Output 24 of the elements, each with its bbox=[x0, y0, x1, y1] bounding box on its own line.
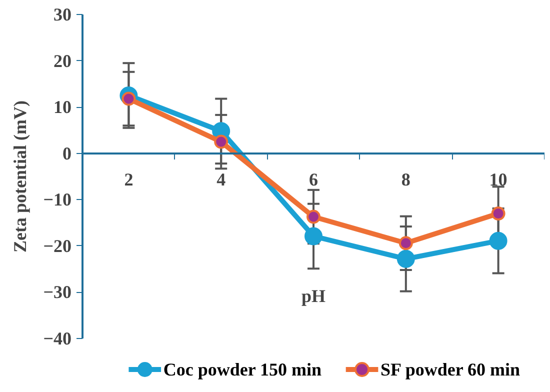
y-tick-label: 30 bbox=[54, 4, 72, 24]
y-tick-label: −20 bbox=[43, 236, 72, 256]
point bbox=[304, 227, 322, 246]
x-axis-title: pH bbox=[301, 286, 326, 306]
y-tick-label: −10 bbox=[43, 190, 72, 210]
y-tick-label: 10 bbox=[54, 97, 72, 118]
point bbox=[214, 134, 228, 149]
x-tick-label: 10 bbox=[489, 169, 508, 190]
point bbox=[491, 206, 506, 221]
point bbox=[489, 232, 508, 250]
point bbox=[398, 236, 413, 250]
x-tick-label: 8 bbox=[401, 169, 410, 190]
y-tick-label: 0 bbox=[62, 143, 72, 164]
y-tick-label: −30 bbox=[43, 282, 72, 302]
point bbox=[306, 210, 320, 224]
x-tick-label: 6 bbox=[309, 169, 318, 190]
y-axis-title: Zeta potential (mV) bbox=[10, 100, 30, 252]
point bbox=[396, 250, 415, 268]
legend-label: Coc powder 150 min bbox=[163, 360, 322, 380]
y-tick-label: −40 bbox=[43, 328, 72, 348]
x-tick-label: 4 bbox=[216, 169, 226, 190]
y-tick-label: 20 bbox=[54, 50, 72, 71]
x-tick-label: 2 bbox=[124, 169, 134, 190]
legend-label: SF powder 60 min bbox=[380, 360, 520, 380]
